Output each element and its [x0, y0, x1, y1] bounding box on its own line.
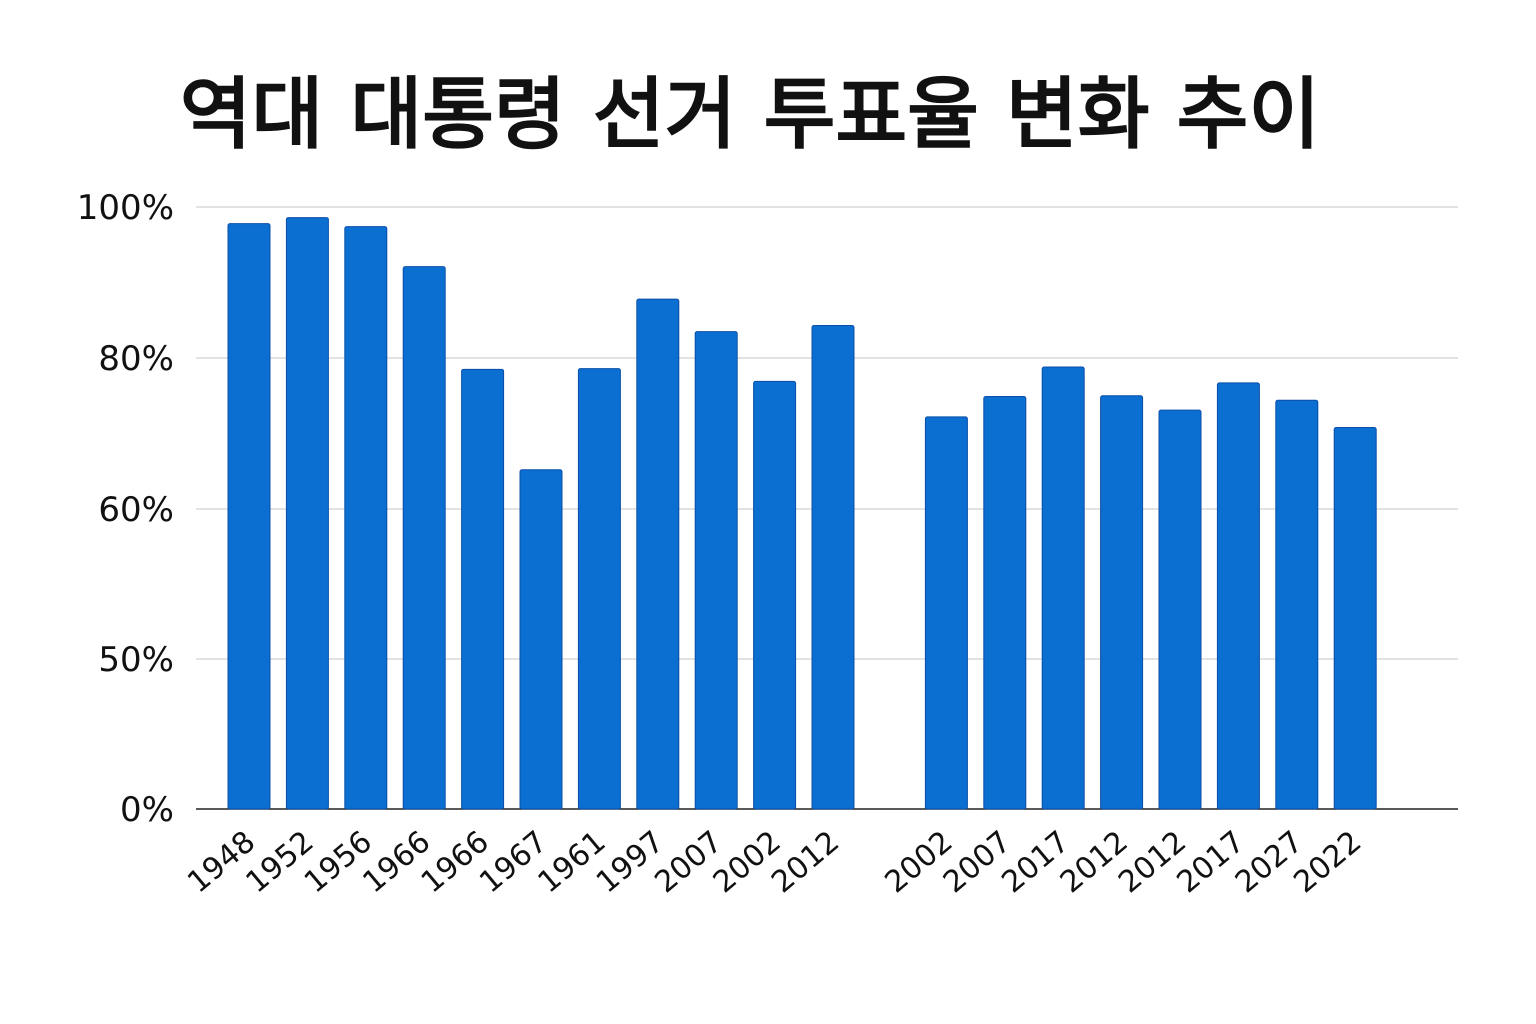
bar [344, 226, 388, 810]
y-tick-label: 80% [98, 339, 174, 379]
bar [1158, 409, 1202, 810]
y-tick-label: 100% [77, 188, 174, 228]
x-tick-label: 1997 [590, 824, 671, 900]
x-tick-label: 1966 [356, 824, 437, 900]
y-tick-label: 60% [98, 490, 174, 530]
bar [694, 331, 738, 810]
bar [285, 217, 329, 810]
bar [577, 368, 621, 810]
x-tick-label: 2002 [707, 824, 788, 900]
x-tick-label: 2007 [648, 824, 729, 900]
x-tick-label: 1956 [298, 824, 379, 900]
x-tick-label: 2002 [879, 824, 960, 900]
bar [983, 396, 1027, 810]
x-tick-label: 1948 [181, 824, 262, 900]
x-tick-label: 1952 [240, 824, 321, 900]
x-tick-label: 1966 [415, 824, 496, 900]
bar [1100, 395, 1144, 810]
bar [1333, 426, 1377, 810]
bar [519, 469, 563, 810]
x-tick-label: 2012 [765, 824, 846, 900]
bars [227, 217, 1377, 810]
bar [227, 223, 271, 810]
bar [461, 368, 505, 810]
x-tick-label: 2017 [995, 824, 1076, 900]
bar [924, 416, 968, 810]
bar [811, 325, 855, 810]
bar [1275, 399, 1319, 810]
chart-title: 역대 대통령 선거 투표율 변화 추이 [179, 70, 1321, 160]
bar [636, 298, 680, 810]
x-axis-labels: 1948195219561966196619671961199720072002… [181, 824, 1368, 900]
x-tick-label: 2027 [1229, 824, 1310, 900]
x-tick-label: 2012 [1054, 824, 1135, 900]
bar [1216, 382, 1260, 810]
x-tick-label: 1961 [532, 824, 613, 900]
bar [402, 266, 446, 810]
x-tick-label: 1967 [473, 824, 554, 900]
x-tick-label: 2012 [1112, 824, 1193, 900]
y-axis-labels: 100% 80% 60% 50% 0% [77, 188, 174, 830]
x-tick-label: 2017 [1171, 824, 1252, 900]
bar [753, 380, 797, 810]
x-tick-label: 2022 [1287, 824, 1368, 900]
x-tick-label: 2007 [937, 824, 1018, 900]
bar [1041, 366, 1085, 810]
y-tick-label: 50% [98, 640, 174, 680]
y-tick-label: 0% [120, 790, 174, 830]
